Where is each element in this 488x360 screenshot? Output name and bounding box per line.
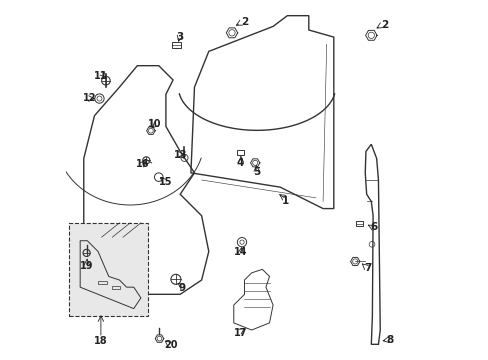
- Text: 5: 5: [253, 167, 260, 177]
- Text: 17: 17: [233, 328, 246, 338]
- FancyBboxPatch shape: [69, 223, 148, 316]
- Text: 1: 1: [282, 197, 288, 206]
- Bar: [172, 42, 181, 48]
- Bar: [356, 221, 362, 226]
- Text: 11: 11: [94, 71, 107, 81]
- Text: 15: 15: [158, 177, 172, 187]
- Text: 10: 10: [147, 118, 161, 129]
- Bar: [112, 287, 120, 289]
- Text: 14: 14: [234, 247, 247, 257]
- Text: 19: 19: [80, 261, 93, 271]
- Bar: [98, 281, 107, 284]
- Text: 16: 16: [136, 159, 149, 169]
- Text: 8: 8: [386, 335, 393, 345]
- Text: 2: 2: [241, 17, 247, 27]
- Text: 9: 9: [178, 283, 185, 293]
- Bar: [236, 150, 244, 155]
- Text: 18: 18: [94, 337, 107, 346]
- Text: 20: 20: [164, 340, 178, 350]
- Text: 3: 3: [176, 32, 183, 42]
- Text: 12: 12: [83, 93, 97, 103]
- Text: 13: 13: [174, 150, 187, 160]
- Text: 2: 2: [380, 19, 387, 30]
- Text: 7: 7: [363, 262, 371, 273]
- Text: 4: 4: [236, 158, 244, 168]
- Text: 6: 6: [369, 222, 377, 232]
